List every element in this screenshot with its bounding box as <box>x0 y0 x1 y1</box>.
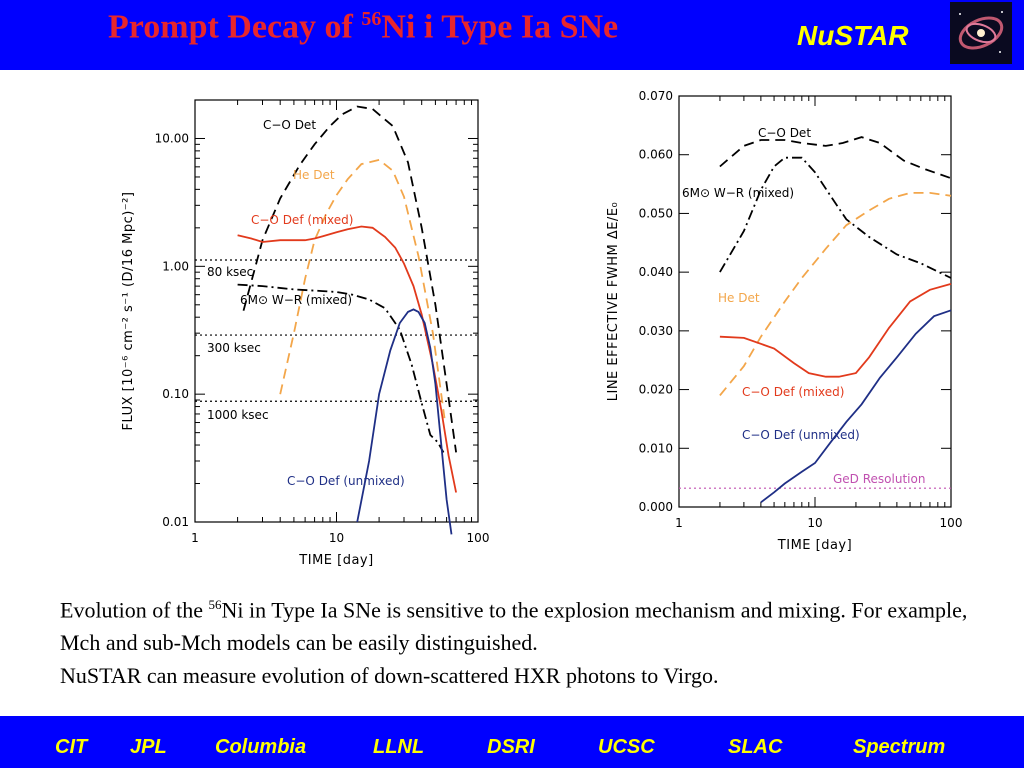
fwhm-series-line <box>719 156 952 279</box>
caption-paragraph-1: Evolution of the 56Ni in Type Ia SNe is … <box>60 597 968 656</box>
fwhm-series-label: C−O Def (unmixed) <box>742 428 860 442</box>
fwhm-series-line <box>719 136 952 180</box>
flux-x-axis-title: TIME [day] <box>298 553 373 568</box>
brand-label: NuSTAR <box>797 20 909 51</box>
flux-x-tick-label: 1 <box>191 531 199 545</box>
flux-reference-label: 1000 ksec <box>207 408 269 422</box>
footer-item-spectrum: Spectrum <box>853 736 946 758</box>
flux-reference-label: 300 ksec <box>207 341 261 355</box>
flux-y-tick-label: 10.00 <box>155 131 189 145</box>
fwhm-series-line <box>760 309 952 504</box>
fwhm-series-label: He Det <box>718 291 760 305</box>
flux-y-axis-title: FLUX [10⁻⁶ cm⁻² s⁻¹ (D/16 Mpc)⁻²] <box>121 192 136 431</box>
flux-x-tick-label: 10 <box>329 531 344 545</box>
fwhm-x-axis-title: TIME [day] <box>777 538 852 553</box>
flux-series-line <box>237 283 445 453</box>
fwhm-y-tick-label: 0.070 <box>639 89 673 103</box>
fwhm-series-line <box>719 283 952 378</box>
flux-series-line <box>242 105 457 453</box>
footer-item-llnl: LLNL <box>373 736 425 758</box>
footer-item-columbia: Columbia <box>215 736 307 758</box>
footer-item-dsri: DSRI <box>487 736 535 758</box>
flux-series-label: He Det <box>293 168 335 182</box>
fwhm-x-tick-label: 1 <box>675 516 683 530</box>
flux-series-label: C−O Def (unmixed) <box>287 474 405 488</box>
fwhm-y-tick-label: 0.020 <box>639 383 673 397</box>
fwhm-series-label: 6M⊙ W−R (mixed) <box>682 186 794 200</box>
fwhm-y-tick-label: 0.040 <box>639 265 673 279</box>
flux-series-line <box>279 158 446 419</box>
header-bar: Prompt Decay of 56Ni i Type Ia SNe NuSTA… <box>0 0 1024 70</box>
fwhm-series-label: C−O Det <box>758 126 811 140</box>
footer-item-cit: CIT <box>55 736 88 758</box>
galaxy-logo-icon <box>950 2 1012 64</box>
flux-series-label: C−O Def (mixed) <box>251 213 353 227</box>
flux-series-label: 6M⊙ W−R (mixed) <box>240 293 352 307</box>
flux-series-label: C−O Det <box>263 118 316 132</box>
caption-paragraph-2: NuSTAR can measure evolution of down-sca… <box>60 663 719 689</box>
slide-title: Prompt Decay of 56Ni i Type Ia SNe <box>108 8 619 46</box>
footer-item-ucsc: UCSC <box>598 736 655 758</box>
flux-x-tick-label: 100 <box>467 531 490 545</box>
caption: Evolution of the 56Ni in Type Ia SNe is … <box>60 588 1000 692</box>
fwhm-y-tick-label: 0.030 <box>639 324 673 338</box>
flux-y-tick-label: 0.01 <box>162 515 189 529</box>
fwhm-y-tick-label: 0.010 <box>639 441 673 455</box>
fwhm-y-tick-label: 0.060 <box>639 148 673 162</box>
flux-chart: 1 10 100 0.01 0.10 1.00 10.00 TIME [day] FLUX [1… <box>121 89 963 568</box>
flux-y-tick-label: 0.10 <box>162 387 189 401</box>
fwhm-y-tick-label: 0.000 <box>639 500 673 514</box>
fwhm-y-tick-label: 0.050 <box>639 206 673 220</box>
fwhm-y-axis-title: LINE EFFECTIVE FWHM ΔE/E₀ <box>606 202 621 402</box>
footer-item-slac: SLAC <box>728 736 783 758</box>
flux-reference-label: 80 ksec <box>207 265 253 279</box>
flux-series-line <box>237 225 457 493</box>
fwhm-series-line <box>719 191 952 396</box>
fwhm-series-label: C−O Def (mixed) <box>742 385 844 399</box>
fwhm-x-tick-label: 100 <box>940 516 963 530</box>
fwhm-reference-label: GeD Resolution <box>833 472 925 486</box>
footer-bar: CIT JPL Columbia LLNL DSRI UCSC SLAC Spe… <box>0 716 1024 768</box>
flux-y-tick-label: 1.00 <box>162 259 189 273</box>
footer-item-jpl: JPL <box>130 736 167 758</box>
flux-series-line <box>356 308 453 535</box>
fwhm-x-tick-label: 10 <box>807 516 822 530</box>
